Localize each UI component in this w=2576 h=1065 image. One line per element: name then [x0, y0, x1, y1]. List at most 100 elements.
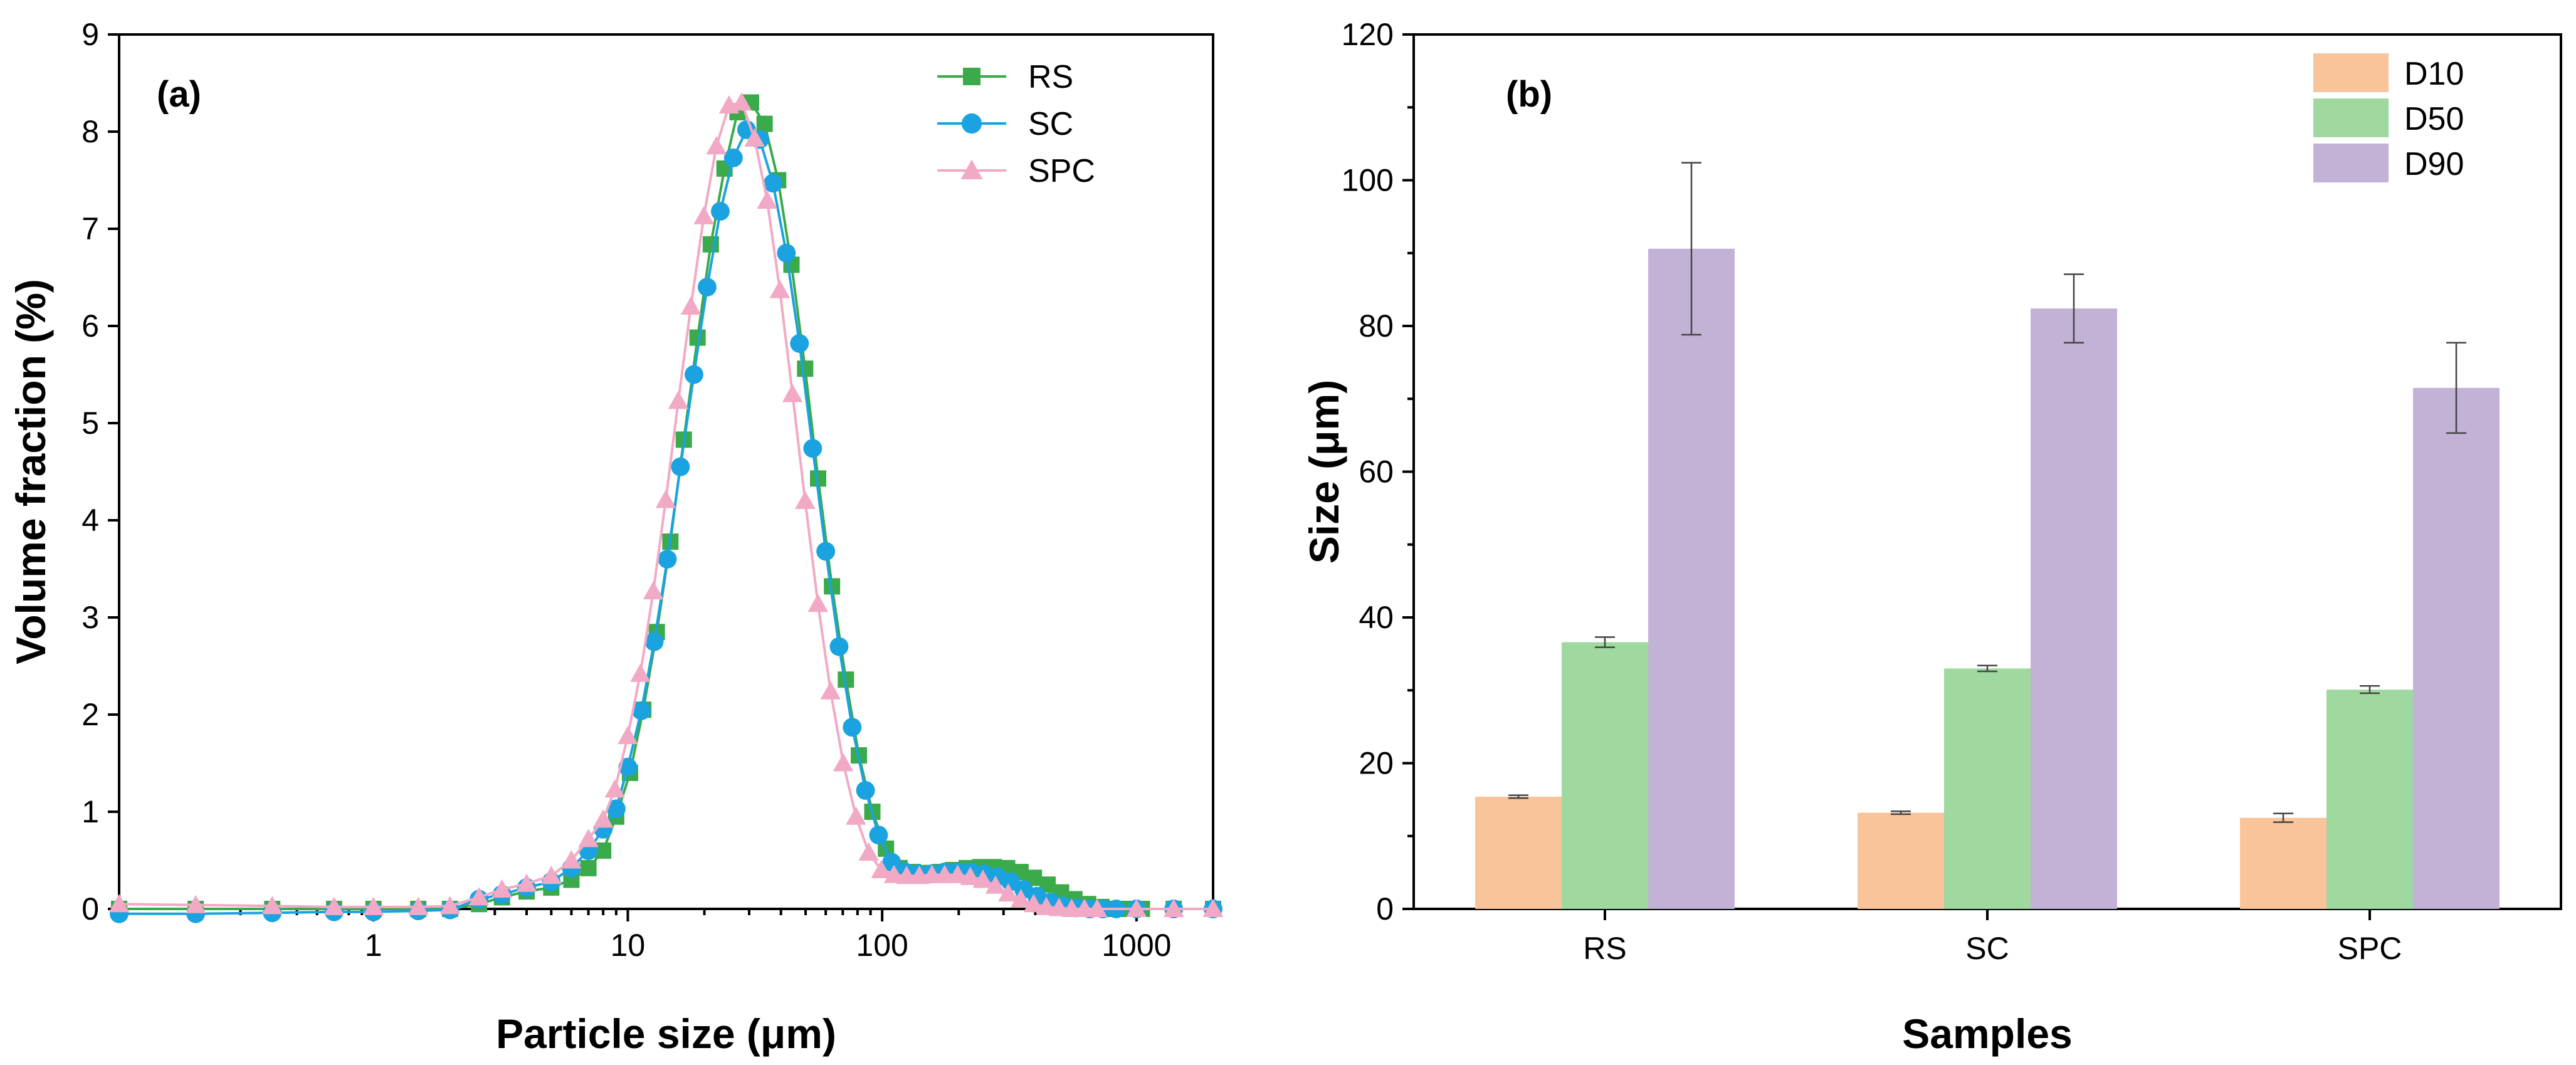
- data-point-spc: [680, 296, 702, 315]
- panel-b-y-tick-label: 0: [1376, 891, 1394, 926]
- data-point-sc: [882, 853, 902, 872]
- data-point-rs: [797, 360, 814, 377]
- data-point-spc: [807, 594, 828, 612]
- panel-b-x-tick-label: RS: [1583, 931, 1626, 966]
- data-point-spc: [108, 894, 130, 913]
- data-point-sc: [723, 148, 743, 167]
- panel-a-label: (a): [157, 74, 201, 115]
- data-point-spc: [655, 490, 676, 508]
- data-point-spc: [439, 896, 461, 915]
- panel-a-x-tick-label: 100: [856, 928, 908, 963]
- panel-b-y-tick-label: 100: [1342, 163, 1394, 198]
- panel-b-legend: D10 D50 D90: [2313, 53, 2464, 182]
- panel-b-x-tick-label: SPC: [2338, 931, 2402, 966]
- data-point-sc: [697, 278, 717, 296]
- panel-a-x-tick-label: 10: [611, 928, 646, 963]
- panel-a-x-tick-label: 1000: [1101, 928, 1171, 963]
- data-point-spc: [1163, 898, 1184, 917]
- data-point-spc: [744, 128, 765, 147]
- data-point-sc: [856, 780, 875, 800]
- data-point-spc: [820, 681, 841, 700]
- panel-a-y-tick-label: 7: [81, 211, 99, 246]
- data-point-sc: [632, 701, 651, 720]
- series-line-sc: [119, 127, 1213, 915]
- data-point-sc: [843, 718, 862, 737]
- panel-b-y-tick-label: 40: [1359, 600, 1394, 635]
- data-point-sc: [829, 637, 849, 656]
- data-point-sc: [658, 550, 677, 569]
- bar-group-spc: [2240, 342, 2500, 909]
- data-point-sc: [606, 799, 626, 819]
- legend-marker-spc: [960, 159, 983, 179]
- panel-a-y-tick-label: 0: [81, 891, 99, 926]
- panel-b-y-tick-label: 60: [1359, 454, 1394, 490]
- data-point-spc: [618, 725, 638, 745]
- bar-d50-rs: [1562, 642, 1648, 909]
- panel-a-y-tick-label: 4: [81, 503, 99, 538]
- legend-swatch-d10: [2313, 53, 2389, 92]
- data-point-rs: [580, 859, 597, 876]
- legend-swatch-d90: [2313, 144, 2389, 182]
- data-point-sc: [803, 439, 823, 458]
- bar-group-rs: [1475, 162, 1735, 909]
- data-point-sc: [711, 202, 730, 221]
- data-point-spc: [846, 806, 866, 825]
- data-point-sc: [763, 174, 782, 193]
- data-point-sc: [684, 365, 703, 384]
- legend-label-rs: RS: [1028, 59, 1073, 95]
- panel-a-y-tick-label: 9: [81, 17, 99, 52]
- panel-a-y-tick-label: 3: [81, 600, 99, 635]
- data-point-spc: [871, 859, 891, 878]
- data-point-spc: [795, 490, 816, 509]
- panel-b: 0 20 40 60 80 100 120 RS SC SPC Samples Size (μm) (b…: [1301, 17, 2562, 1057]
- data-point-rs: [756, 115, 773, 132]
- data-point-spc: [1126, 898, 1147, 917]
- panel-b-x-tick-label: SC: [1965, 931, 2009, 966]
- panel-a-y-tick-label: 1: [81, 794, 99, 829]
- data-point-sc: [790, 333, 809, 353]
- panel-a-y-tick-label: 6: [81, 308, 99, 344]
- data-point-spc: [1049, 898, 1070, 916]
- bar-d90-rs: [1648, 248, 1735, 909]
- panel-a-y-tick-label: 2: [81, 697, 99, 732]
- legend-label-d90: D90: [2404, 146, 2464, 182]
- bar-d90-sc: [2031, 308, 2117, 910]
- bar-d50-spc: [2326, 690, 2413, 909]
- data-point-spc: [769, 280, 791, 298]
- data-point-spc: [407, 896, 429, 915]
- series-sc: [110, 120, 1222, 923]
- panel-b-y-tick-label: 120: [1342, 17, 1394, 52]
- panel-a-legend: RS SC SPC: [937, 59, 1095, 189]
- panel-a-frame: [118, 33, 1214, 910]
- data-point-spc: [262, 896, 283, 915]
- data-point-spc: [541, 866, 562, 884]
- legend-label-sc: SC: [1028, 106, 1073, 142]
- data-point-sc: [618, 757, 638, 777]
- data-point-sc: [816, 542, 836, 561]
- data-point-spc: [731, 92, 752, 111]
- data-point-spc: [323, 896, 345, 915]
- panel-b-y-tick-label: 80: [1359, 308, 1394, 344]
- legend-marker-sc: [961, 113, 982, 134]
- data-point-spc: [468, 887, 490, 906]
- series-spc: [108, 92, 1224, 917]
- data-point-spc: [630, 663, 651, 682]
- data-point-sc: [644, 632, 664, 651]
- panel-a-y-tick-label: 5: [81, 406, 99, 441]
- bar-d90-spc: [2413, 387, 2500, 909]
- data-point-spc: [1023, 894, 1044, 913]
- data-point-spc: [833, 753, 854, 772]
- data-point-spc: [972, 869, 994, 888]
- data-point-spc: [578, 829, 599, 847]
- data-point-spc: [604, 779, 626, 798]
- data-point-spc: [561, 850, 582, 869]
- bar-d10-sc: [1858, 812, 1944, 909]
- data-point-spc: [1036, 896, 1057, 915]
- panel-a-x-axis-title: Particle size (μm): [496, 1010, 836, 1057]
- panel-a-x-tick-label: 1: [365, 928, 382, 963]
- panel-b-y-axis-title: Size (μm): [1301, 380, 1347, 564]
- data-point-spc: [985, 875, 1006, 894]
- data-point-spc: [706, 136, 727, 155]
- data-point-spc: [1086, 898, 1108, 917]
